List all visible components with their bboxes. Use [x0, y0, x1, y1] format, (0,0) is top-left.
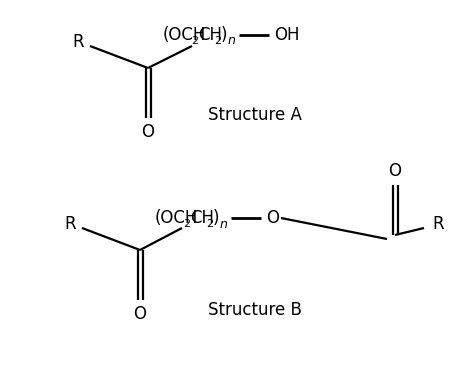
Text: ): ) — [221, 26, 228, 44]
Text: n: n — [228, 35, 236, 47]
Text: Structure A: Structure A — [208, 106, 302, 124]
Text: CH: CH — [190, 209, 214, 227]
Text: 2: 2 — [183, 219, 190, 229]
Text: R: R — [432, 215, 444, 233]
Text: (OCH: (OCH — [163, 26, 207, 44]
Text: O: O — [133, 305, 146, 323]
Text: Structure B: Structure B — [208, 301, 302, 319]
Text: 2: 2 — [206, 219, 213, 229]
Text: 2: 2 — [214, 36, 221, 46]
Text: O: O — [267, 209, 279, 227]
Text: OH: OH — [274, 26, 299, 44]
Text: O: O — [388, 162, 401, 180]
Text: R: R — [64, 215, 76, 233]
Text: 2: 2 — [191, 36, 198, 46]
Text: ): ) — [213, 209, 220, 227]
Text: (OCH: (OCH — [155, 209, 198, 227]
Text: n: n — [220, 217, 228, 230]
Text: O: O — [141, 123, 154, 141]
Text: CH: CH — [198, 26, 222, 44]
Text: R: R — [72, 33, 84, 51]
